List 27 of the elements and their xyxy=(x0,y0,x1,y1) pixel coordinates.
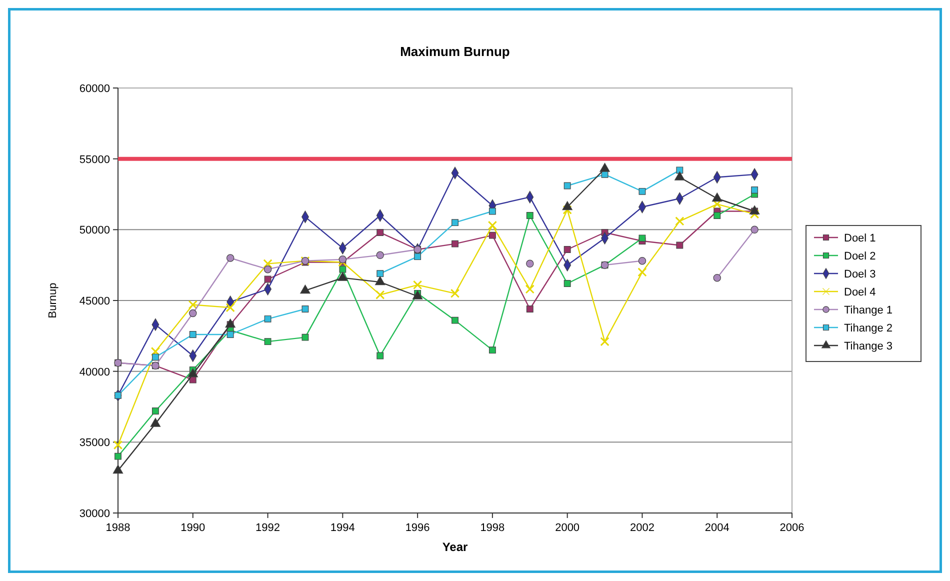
x-tick-label: 1992 xyxy=(256,522,280,534)
legend-label: Tihange 3 xyxy=(844,340,893,352)
y-tick-label: 30000 xyxy=(79,508,110,520)
legend-label: Tihange 2 xyxy=(844,322,893,334)
x-tick-label: 2000 xyxy=(555,522,580,534)
y-axis-title: Burnup xyxy=(47,282,59,318)
legend-label: Doel 2 xyxy=(844,250,876,262)
y-tick-label: 50000 xyxy=(79,224,110,237)
y-tick-label: 55000 xyxy=(79,154,110,166)
y-tick-label: 35000 xyxy=(79,437,110,450)
legend-label: Tihange 1 xyxy=(844,304,893,316)
x-tick-label: 2004 xyxy=(704,522,730,534)
x-tick-label: 1990 xyxy=(180,522,206,534)
y-tick-label: 60000 xyxy=(79,83,110,95)
legend-label: Doel 1 xyxy=(844,232,876,244)
legend-label: Doel 4 xyxy=(844,286,876,298)
x-axis-title: Year xyxy=(442,540,468,554)
x-tick-label: 1998 xyxy=(480,522,505,534)
x-tick-label: 1994 xyxy=(330,522,355,534)
x-tick-label: 2006 xyxy=(780,522,804,534)
x-tick-label: 2002 xyxy=(630,522,654,534)
x-tick-label: 1988 xyxy=(106,522,130,534)
legend-label: Doel 3 xyxy=(844,268,876,280)
x-tick-label: 1996 xyxy=(405,522,430,534)
y-tick-label: 40000 xyxy=(79,366,110,378)
y-tick-label: 45000 xyxy=(79,296,110,308)
chart-title: Maximum Burnup xyxy=(400,44,510,59)
